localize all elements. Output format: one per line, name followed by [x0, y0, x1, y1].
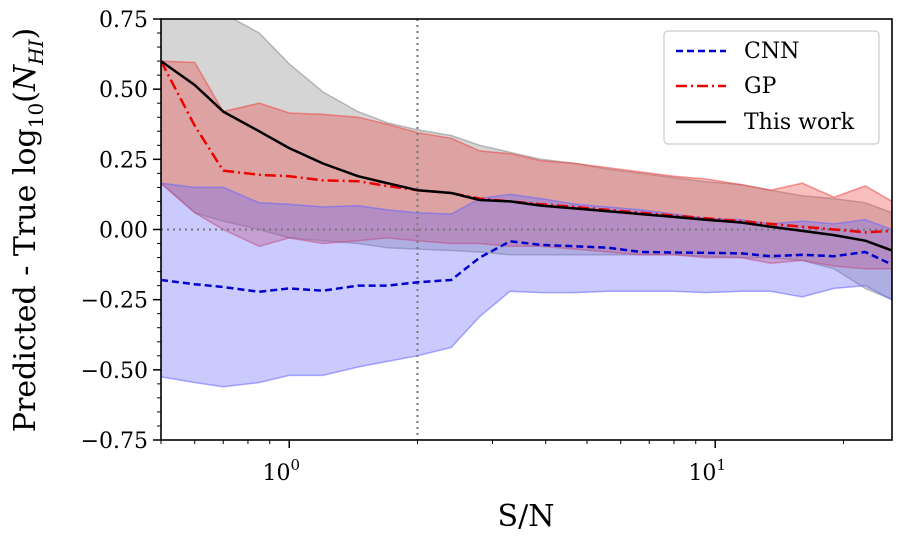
x-tick-label-base: 10	[262, 461, 290, 486]
legend: CNN GP This work	[663, 30, 880, 145]
y-tick-label: 0.00	[99, 219, 148, 244]
x-tick-label: 100	[262, 456, 300, 486]
y-axis-label-open: (	[8, 91, 43, 103]
y-axis-label-sub10: 10	[24, 103, 48, 128]
series-lines	[161, 60, 892, 294]
x-tick-label-exponent: 1	[716, 456, 726, 474]
x-axis-label: S/N	[498, 499, 555, 534]
x-tick-label-exponent: 0	[290, 456, 300, 474]
y-tick-label: 0.75	[99, 8, 148, 33]
y-axis: −0.75 −0.50 −0.25 0.00 0.25 0.50 0.75	[81, 8, 161, 454]
y-axis-label-n: N	[8, 63, 43, 92]
y-axis-label-main: Predicted - True log	[8, 128, 43, 432]
confidence-bands	[161, 19, 892, 388]
y-tick-label: −0.75	[81, 429, 148, 454]
y-axis-label-sub: HI	[24, 38, 48, 65]
y-tick-label: −0.50	[81, 359, 148, 384]
x-tick-label-base: 10	[688, 461, 716, 486]
legend-cnn-label: CNN	[744, 39, 799, 64]
legend-this-work-label: This work	[744, 110, 855, 135]
y-tick-label: −0.25	[81, 289, 148, 314]
this-work-line	[161, 60, 892, 252]
y-tick-label: 0.50	[99, 78, 148, 103]
y-tick-label: 0.25	[99, 148, 148, 173]
this-work-band	[161, 19, 892, 301]
legend-box	[663, 30, 880, 145]
x-tick-label: 101	[688, 456, 726, 486]
x-axis: 100 101	[160, 440, 844, 486]
reference-lines	[161, 19, 892, 440]
y-axis-label: Predicted - True log10(NHI)	[8, 28, 48, 432]
cnn-line	[161, 240, 892, 294]
y-axis-label-close: )	[8, 28, 43, 40]
legend-gp-label: GP	[744, 74, 777, 99]
gp-band	[161, 60, 892, 270]
